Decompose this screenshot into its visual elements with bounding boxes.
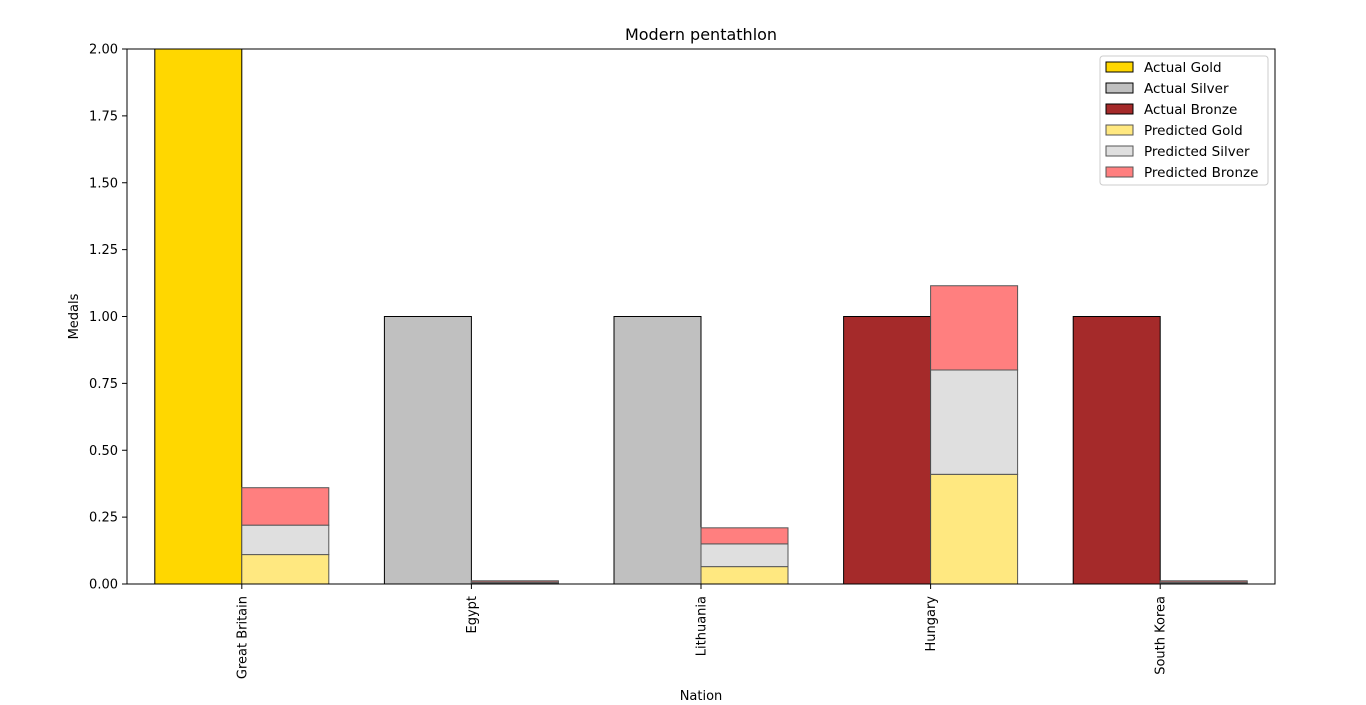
bar-predicted-gold xyxy=(701,567,788,584)
x-tick-label: South Korea xyxy=(1154,596,1169,675)
legend-label: Actual Silver xyxy=(1144,81,1229,97)
y-tick-label: 1.25 xyxy=(89,243,118,258)
y-tick-label: 1.75 xyxy=(89,109,118,124)
bar-predicted-bronze xyxy=(931,286,1018,370)
bar-predicted-bronze xyxy=(701,528,788,544)
bar-predicted-bronze xyxy=(242,488,329,525)
y-tick-label: 0.00 xyxy=(89,578,118,593)
x-tick-label: Hungary xyxy=(924,596,939,652)
bar-actual-bronze xyxy=(1073,317,1160,585)
legend: Actual Gold Actual Silver Actual Bronze Pre… xyxy=(1100,56,1268,185)
chart-title: Modern pentathlon xyxy=(625,25,777,44)
legend-label: Predicted Gold xyxy=(1144,123,1243,139)
bar-predicted-gold xyxy=(931,474,1018,584)
bar-predicted-bronze xyxy=(471,581,558,582)
x-tick-label: Egypt xyxy=(465,596,480,634)
bar-predicted-silver xyxy=(931,370,1018,474)
legend-swatch xyxy=(1106,125,1133,135)
y-axis-label: Medals xyxy=(67,293,82,339)
bar-predicted-bronze xyxy=(1160,581,1247,582)
y-tick-label: 0.50 xyxy=(89,444,118,459)
bar-actual-bronze xyxy=(844,317,931,585)
y-tick-label: 0.25 xyxy=(89,511,118,526)
bar-actual-gold xyxy=(155,49,242,584)
x-tick-label: Great Britain xyxy=(235,596,250,679)
legend-label: Predicted Silver xyxy=(1144,144,1250,160)
legend-label: Predicted Bronze xyxy=(1144,165,1258,181)
bar-predicted-silver xyxy=(242,525,329,554)
x-tick-label: Lithuania xyxy=(695,596,710,656)
legend-swatch xyxy=(1106,104,1133,114)
bar-predicted-silver xyxy=(701,544,788,567)
legend-swatch xyxy=(1106,83,1133,93)
y-tick-label: 1.00 xyxy=(89,310,118,325)
legend-label: Actual Bronze xyxy=(1144,102,1237,118)
y-tick-label: 2.00 xyxy=(89,43,118,58)
x-axis-label: Nation xyxy=(680,689,723,704)
y-tick-label: 0.75 xyxy=(89,377,118,392)
legend-swatch xyxy=(1106,167,1133,177)
y-tick-label: 1.50 xyxy=(89,176,118,191)
legend-swatch xyxy=(1106,146,1133,156)
legend-label: Actual Gold xyxy=(1144,60,1222,76)
legend-swatch xyxy=(1106,62,1133,72)
bar-actual-silver xyxy=(614,317,701,585)
bar-actual-silver xyxy=(384,317,471,585)
bar-predicted-gold xyxy=(242,555,329,584)
